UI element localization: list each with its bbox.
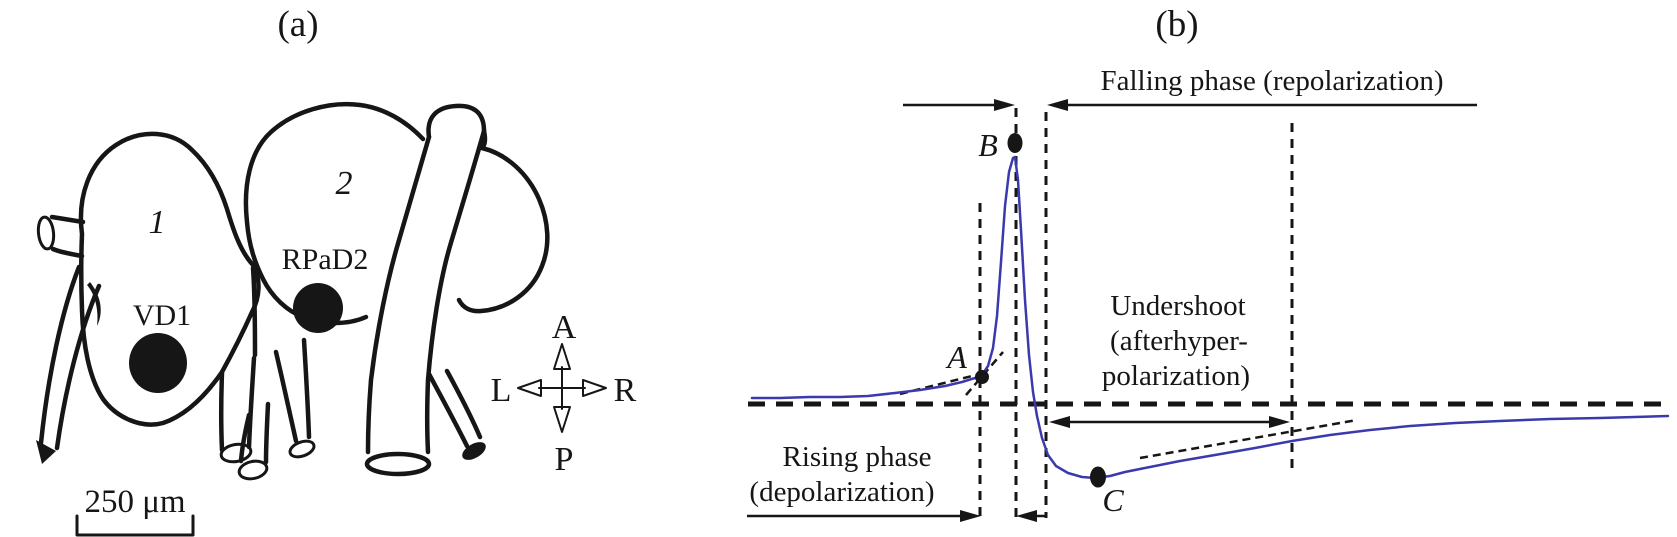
vd1-label: VD1	[133, 299, 191, 332]
compass-left-label: L	[491, 372, 512, 409]
scale-bar: 250 μm	[75, 484, 195, 537]
trunk-left-edge	[365, 134, 432, 455]
slant-tube-cap	[462, 442, 486, 460]
fold-crescent	[87, 282, 101, 326]
compass-anterior-label: A	[552, 309, 577, 346]
slant-tube-right-edge	[444, 368, 483, 440]
point-b-dot	[1007, 133, 1023, 153]
tube-a-right-edge	[246, 355, 257, 450]
trunk-top-cap	[426, 103, 487, 140]
tube-b-right-edge	[263, 401, 271, 465]
rpad2-soma	[293, 283, 343, 333]
falling-phase-label: Falling phase (repolarization)	[1100, 65, 1443, 97]
slant-tube-left-edge	[426, 371, 470, 449]
scale-bar-label: 250 μm	[84, 484, 185, 520]
point-c-label: C	[1102, 482, 1124, 518]
point-c-dot	[1090, 466, 1106, 488]
scale-bar-bracket	[75, 514, 195, 537]
tangent-recovery	[1139, 418, 1358, 460]
ganglion-2-number: 2	[336, 165, 353, 202]
undershoot-right-arrowhead	[1269, 416, 1290, 428]
left-nerve-inner-edge	[54, 283, 102, 451]
rising-phase-left-arrowhead	[1016, 510, 1037, 522]
left-stub-opening	[36, 215, 56, 251]
point-b-label: B	[978, 127, 998, 163]
trunk-opening	[364, 451, 432, 477]
compass-arrow-right	[582, 379, 607, 397]
tube-c-right-edge	[301, 337, 312, 440]
point-a-label: A	[945, 339, 967, 375]
orientation-compass: A L R P	[491, 309, 637, 478]
panel-a: (a)	[36, 4, 637, 537]
falling-phase-left-arrowhead	[1047, 99, 1068, 111]
ganglion-1-outline	[78, 131, 261, 427]
right-lobe-outline	[456, 145, 550, 314]
tube-c-left-edge	[273, 349, 299, 444]
rising-phase-label-line1: Rising phase	[782, 441, 931, 473]
isthmus-line	[250, 265, 258, 358]
compass-posterior-label: P	[555, 441, 574, 478]
rpad2-label: RPaD2	[282, 243, 369, 276]
compass-arrow-up	[553, 343, 571, 370]
compass-arrow-left	[517, 379, 542, 397]
left-stub-top-edge	[49, 214, 86, 225]
point-a-dot	[975, 370, 989, 384]
undershoot-left-arrowhead	[1049, 416, 1070, 428]
tube-b-opening	[237, 459, 269, 481]
left-stub-bottom-edge	[50, 246, 85, 259]
membrane-potential-trace	[750, 155, 1670, 480]
left-nerve-outer-edge	[38, 264, 82, 446]
rising-phase-right-arrowhead	[960, 510, 981, 522]
key-point-markers: A B C	[945, 127, 1124, 518]
vd1-soma	[129, 333, 187, 393]
tube-b-left-edge	[238, 412, 252, 464]
rising-phase-label-line2: (depolarization)	[749, 476, 934, 508]
left-nerve-tip	[36, 440, 56, 464]
panel-a-label: (a)	[277, 4, 318, 45]
compass-right-label: R	[614, 372, 637, 409]
panel-b-label: (b)	[1155, 4, 1198, 45]
panel-b: (b) Falling phase (repolarization) R	[747, 4, 1672, 522]
undershoot-label-line1: Undershoot	[1110, 290, 1245, 322]
ganglion-1-number: 1	[149, 204, 166, 241]
tube-a-opening	[219, 442, 253, 464]
trunk-right-edge	[425, 128, 487, 455]
undershoot-label-line2: (afterhyper-	[1110, 325, 1248, 357]
undershoot-annotation: Undershoot (afterhyper- polarization)	[1049, 290, 1290, 428]
falling-phase-annotation: Falling phase (repolarization)	[903, 65, 1477, 111]
falling-phase-right-arrowhead	[994, 99, 1015, 111]
compass-arrow-down	[553, 406, 571, 433]
rising-phase-annotation: Rising phase (depolarization)	[747, 441, 1047, 522]
undershoot-label-line3: polarization)	[1102, 360, 1250, 392]
tube-c-opening	[288, 439, 316, 459]
tube-a-left-edge	[219, 370, 225, 453]
